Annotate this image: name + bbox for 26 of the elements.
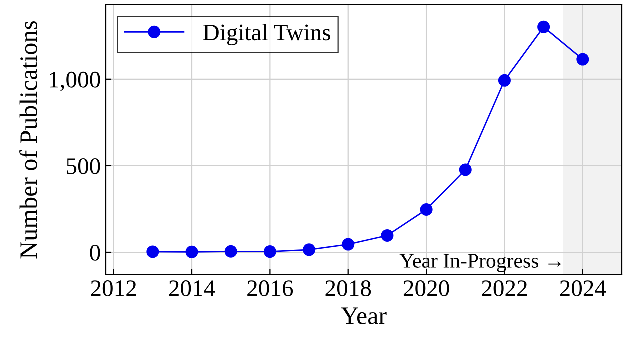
- point: [576, 53, 590, 66]
- x-tick-label: 2020: [404, 280, 450, 296]
- point: [498, 74, 511, 87]
- y-tick-label: 1,000: [50, 72, 100, 92]
- point: [420, 204, 433, 216]
- point: [538, 20, 550, 34]
- annotation: Year In-Progress →: [400, 254, 561, 272]
- y-axis-title: Number of Publications: [20, 21, 38, 259]
- point: [459, 164, 472, 176]
- y-tick-label: 0: [90, 244, 100, 261]
- x-tick-label: 2018: [326, 280, 372, 296]
- x-tick-label: 2016: [248, 280, 294, 296]
- point: [186, 246, 198, 258]
- point: [146, 246, 160, 258]
- x-tick-label: 2024: [560, 280, 606, 296]
- point: [303, 244, 316, 256]
- x-tick-label: 2014: [169, 280, 216, 296]
- point: [381, 229, 394, 242]
- y-tick-label: 500: [67, 158, 100, 174]
- x-axis-title: Year: [341, 308, 387, 324]
- point: [264, 246, 276, 258]
- x-tick-label: 2012: [91, 280, 136, 296]
- x-tick-label: 2022: [482, 280, 528, 296]
- point: [224, 245, 238, 258]
- legend-label: Digital Twins: [203, 24, 330, 46]
- point: [342, 238, 355, 251]
